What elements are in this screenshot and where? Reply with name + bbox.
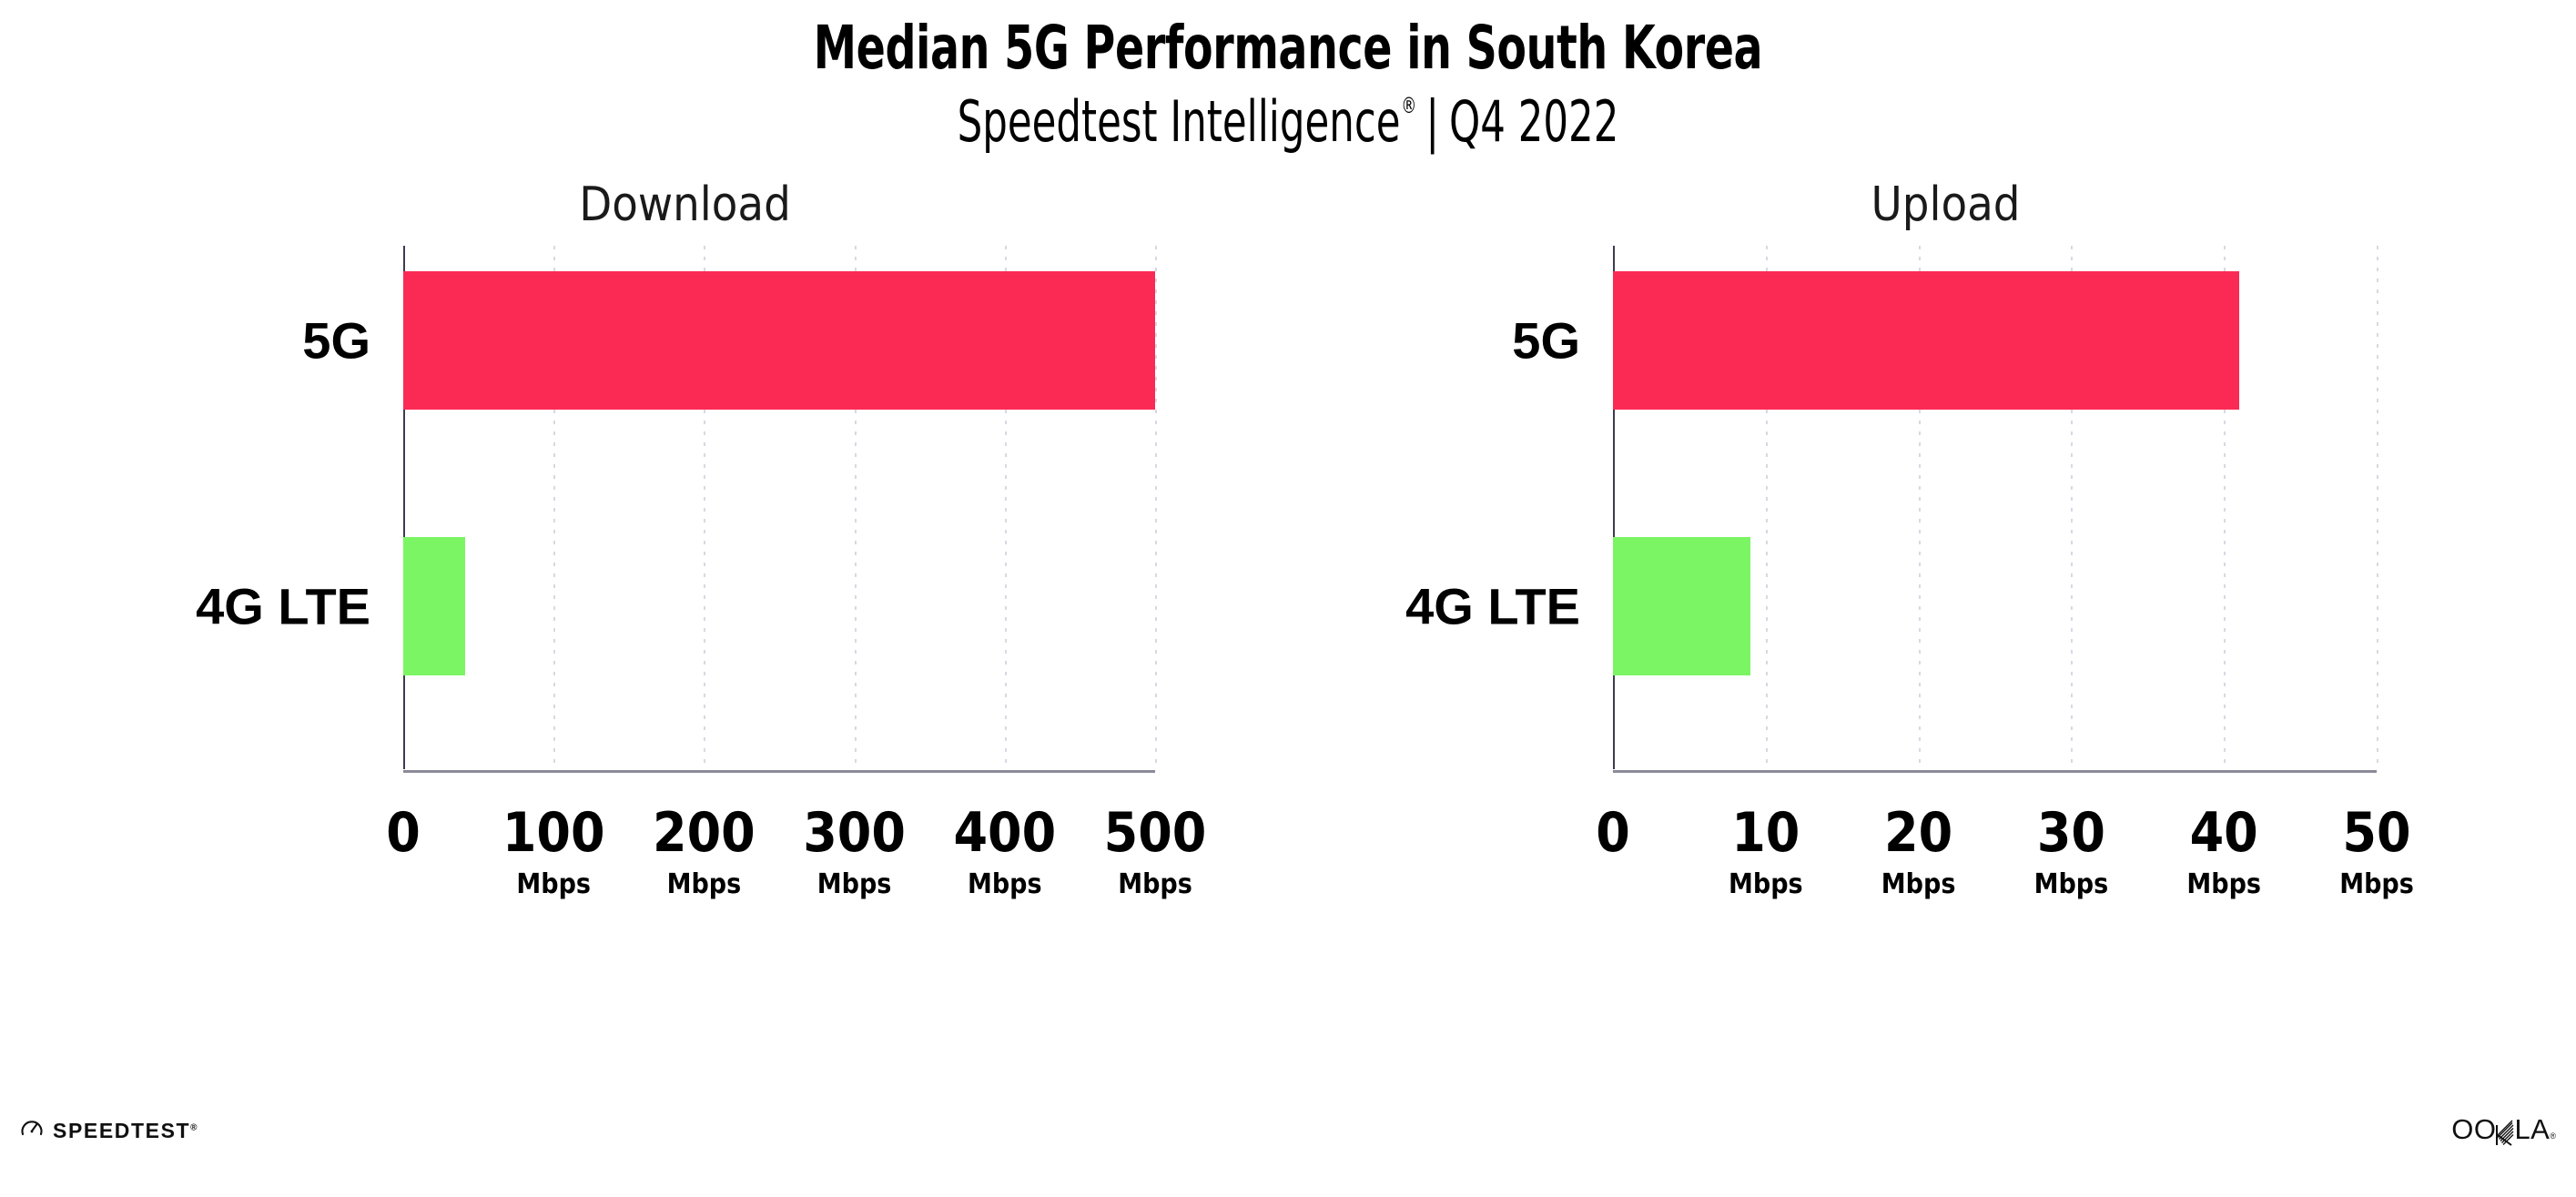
x-tick-value: 20 [1884, 801, 1953, 865]
gridline [2377, 246, 2378, 769]
subtitle-divider: | [1425, 88, 1440, 156]
panel-title-download: Download [579, 178, 791, 232]
speedtest-wordmark: SPEEDTEST® [53, 1119, 198, 1142]
chart-header: Median 5G Performance in South Korea Spe… [0, 0, 2576, 152]
plot-area-upload: 5G 4G LTE [1405, 246, 2378, 773]
bar-group-upload: 5G 4G LTE [1405, 246, 2377, 769]
bar-5g-upload[interactable]: 5G [1512, 271, 2239, 410]
ookla-wordmark-post: LA [2514, 1113, 2551, 1145]
gridline [704, 246, 706, 769]
gridline [1765, 246, 1768, 769]
x-tick: 50 Mbps [2339, 806, 2414, 898]
gridline [1155, 246, 1157, 769]
x-tick-value: 0 [1596, 801, 1630, 865]
subtitle-source: Speedtest Intelligence [957, 88, 1401, 156]
subtitle-period: Q4 2022 [1448, 88, 1619, 156]
gridline [2071, 246, 2074, 769]
x-tick: 0 [1596, 806, 1630, 871]
ookla-wordmark-pre: OO [2451, 1113, 2497, 1145]
y-axis-line [403, 246, 405, 769]
x-tick-unit: Mbps [666, 868, 742, 900]
bar-4g-lte-download[interactable]: 4G LTE [196, 537, 465, 675]
panel-upload: Upload 5G 4G LTE 0 [1288, 178, 2576, 1042]
category-label-5g: 5G [302, 311, 370, 370]
x-tick-unit: Mbps [1881, 868, 1956, 900]
x-tick-value: 200 [653, 801, 756, 865]
category-label-5g: 5G [1512, 311, 1580, 370]
x-tick: 100 Mbps [502, 806, 605, 898]
registered-mark-icon: ® [1401, 92, 1417, 118]
gridline [2224, 246, 2226, 769]
x-tick-unit: Mbps [816, 868, 892, 900]
x-tick-value: 10 [1731, 801, 1800, 865]
x-tick-value: 400 [953, 801, 1057, 865]
x-tick-value: 50 [2342, 801, 2411, 865]
gridline [553, 246, 556, 769]
panel-download: Download 5G 4G LTE 0 [0, 178, 1288, 1042]
x-tick-value: 100 [502, 801, 605, 865]
x-axis-line [403, 770, 1155, 773]
ookla-logo: OO LA ® [2451, 1113, 2556, 1146]
x-axis-ticks-upload: 0 10 Mbps 20 Mbps 30 Mbps 40 Mbps 50 Mbp… [1596, 806, 2414, 933]
x-tick: 20 Mbps [1881, 806, 1956, 898]
x-tick-unit: Mbps [1729, 868, 1803, 900]
category-label-4g-lte: 4G LTE [196, 577, 370, 635]
registered-mark-icon: ® [2550, 1131, 2556, 1141]
x-tick-unit: Mbps [968, 868, 1042, 900]
speedtest-logo: SPEEDTEST® [20, 1117, 198, 1145]
x-axis-ticks-download: 0 100 Mbps 200 Mbps 300 Mbps 400 Mbps 50… [386, 806, 1206, 933]
x-tick-value: 500 [1103, 801, 1207, 865]
bar-4g-lte-upload[interactable]: 4G LTE [1405, 537, 1750, 675]
x-tick: 10 Mbps [1729, 806, 1803, 898]
registered-mark-icon: ® [190, 1122, 198, 1133]
x-tick: 200 Mbps [653, 806, 756, 898]
x-tick: 500 Mbps [1104, 806, 1207, 898]
speedometer-icon [20, 1117, 44, 1145]
x-axis-line [1613, 770, 2377, 773]
x-tick: 0 [386, 806, 421, 871]
gridline [1004, 246, 1007, 769]
x-tick-unit: Mbps [2186, 868, 2261, 900]
x-tick-value: 30 [2036, 801, 2105, 865]
x-tick: 400 Mbps [953, 806, 1056, 898]
x-tick-value: 0 [386, 801, 421, 865]
x-tick-unit: Mbps [2033, 868, 2109, 900]
gridline [854, 246, 857, 769]
x-tick: 40 Mbps [2186, 806, 2261, 898]
x-tick-unit: Mbps [1118, 868, 1192, 900]
ookla-wordmark: OO LA [2451, 1113, 2550, 1146]
page-title: Median 5G Performance in South Korea [813, 13, 1763, 83]
category-label-4g-lte: 4G LTE [1405, 577, 1580, 635]
y-axis-line [1613, 246, 1615, 769]
x-tick-unit: Mbps [516, 868, 591, 900]
footer: SPEEDTEST® OO LA ® [0, 1097, 2576, 1197]
panel-title-upload: Upload [1871, 178, 2021, 232]
x-tick-value: 40 [2189, 801, 2258, 865]
x-tick: 30 Mbps [2034, 806, 2109, 898]
chart-subtitle: Speedtest Intelligence® | Q4 2022 [283, 79, 2292, 151]
plot-area-download: 5G 4G LTE [196, 246, 1157, 773]
x-tick-value: 300 [803, 801, 906, 865]
x-tick: 300 Mbps [803, 806, 906, 898]
x-tick-unit: Mbps [2339, 868, 2414, 900]
bar-5g-download[interactable]: 5G [302, 271, 1155, 410]
bar-group-download: 5G 4G LTE [196, 246, 1155, 769]
chart-panels: Download 5G 4G LTE 0 [0, 178, 2576, 1042]
gridline [1918, 246, 1921, 769]
